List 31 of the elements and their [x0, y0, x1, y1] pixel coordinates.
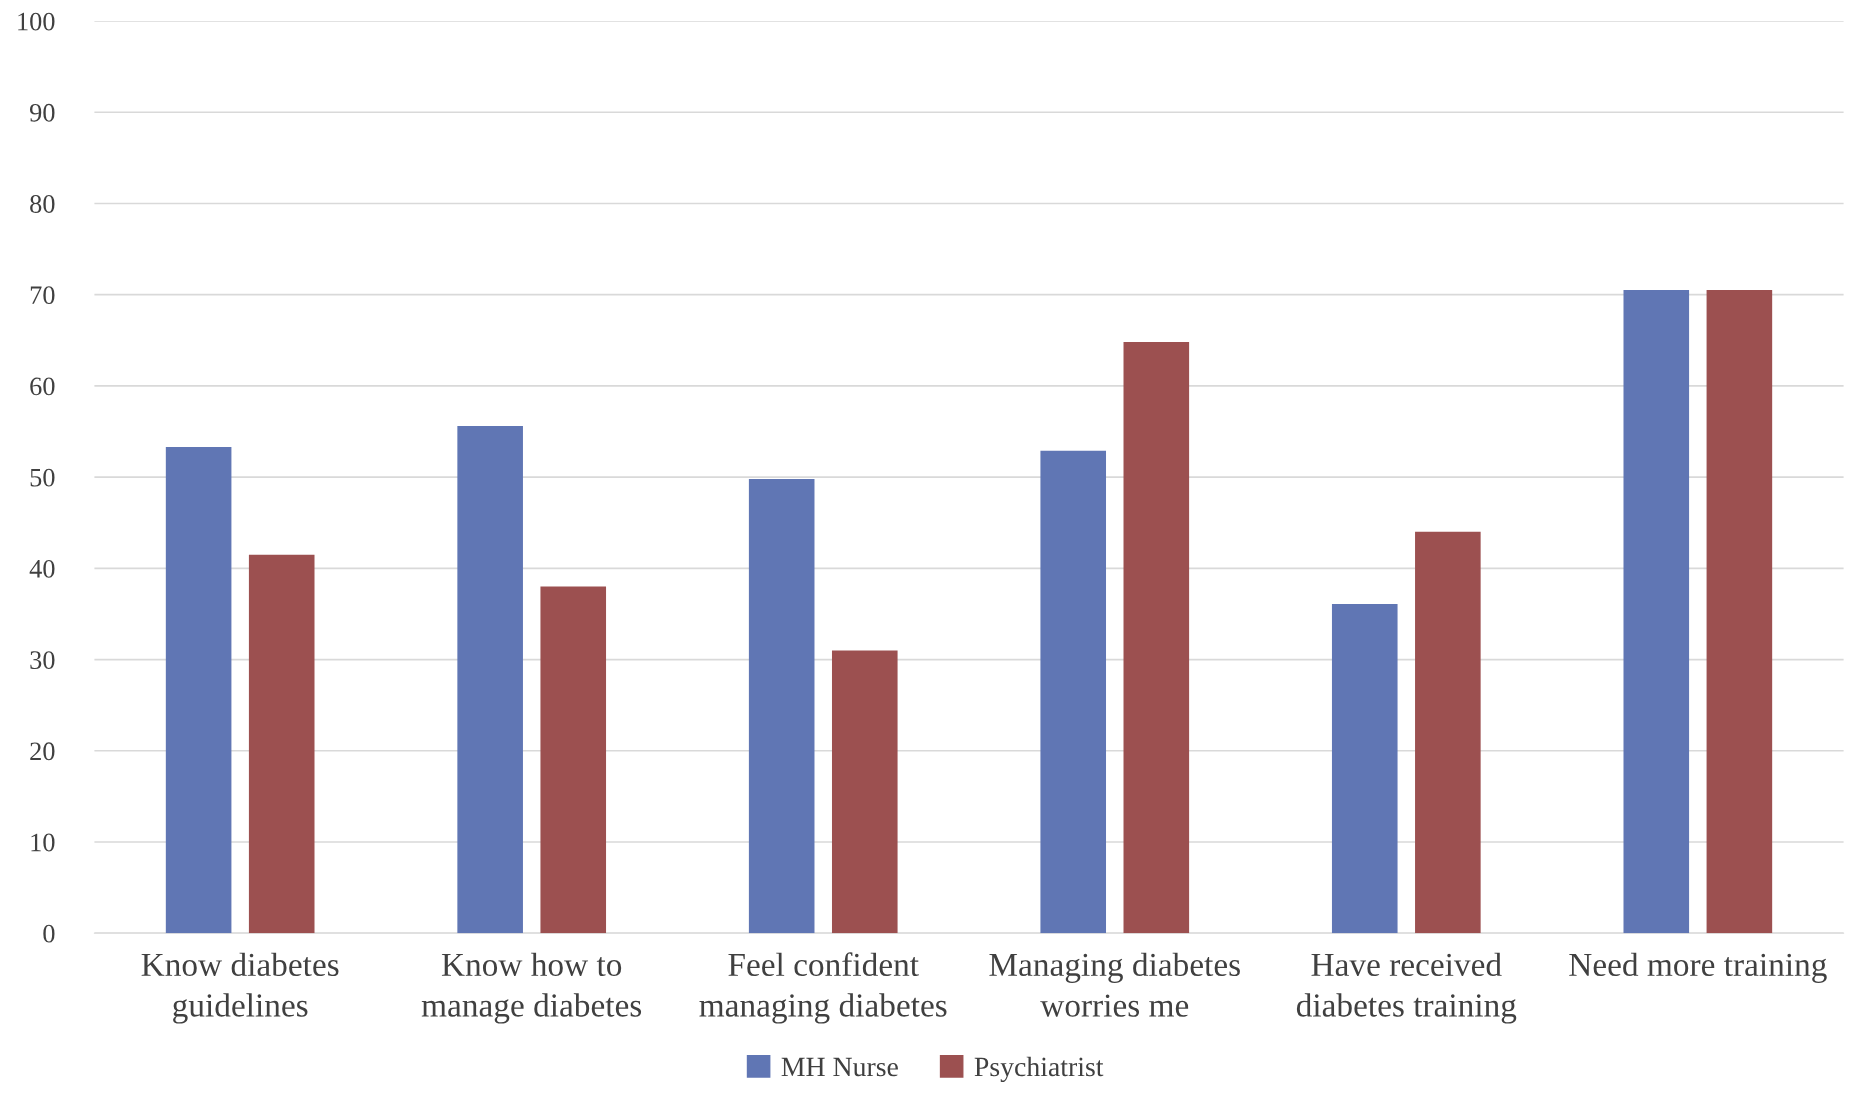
x-tick-label: Know how to manage diabetes	[421, 952, 642, 1024]
y-tick-label: 30	[30, 651, 55, 669]
bar	[248, 554, 315, 934]
bar	[1331, 603, 1398, 934]
y-tick-label: 40	[29, 559, 55, 578]
bar	[831, 650, 898, 934]
bar	[1415, 531, 1481, 934]
y-tick-label: 50	[30, 468, 55, 487]
bar	[1706, 290, 1773, 934]
x-tick-label: Have received diabetes training	[1296, 952, 1517, 1024]
y-tick-label: 10	[31, 833, 55, 852]
bar	[748, 478, 815, 934]
bar	[165, 447, 232, 934]
x-tick-label: Feel confident managing diabetes	[699, 952, 947, 1024]
x-tick-label: Know diabetes guidelines	[141, 952, 339, 1024]
bar	[1123, 342, 1190, 934]
legend-label: Psychiatrist	[974, 1056, 1104, 1082]
y-tick-label: 60	[30, 377, 55, 396]
x-tick-label: Managing diabetes worries me	[989, 952, 1240, 1017]
y-tick-label: 100	[18, 12, 55, 31]
y-tick-label: 70	[30, 286, 55, 305]
y-tick-label: 0	[43, 924, 55, 943]
bar	[1040, 450, 1107, 934]
y-tick-label: 80	[30, 195, 55, 213]
bar	[1623, 290, 1690, 934]
y-tick-label: 20	[30, 742, 55, 761]
bar	[457, 426, 523, 934]
x-tick-label: Need more training	[1569, 952, 1827, 983]
y-tick-label: 90	[29, 103, 55, 122]
bar	[540, 586, 607, 934]
legend-label: MH Nurse	[781, 1057, 898, 1077]
